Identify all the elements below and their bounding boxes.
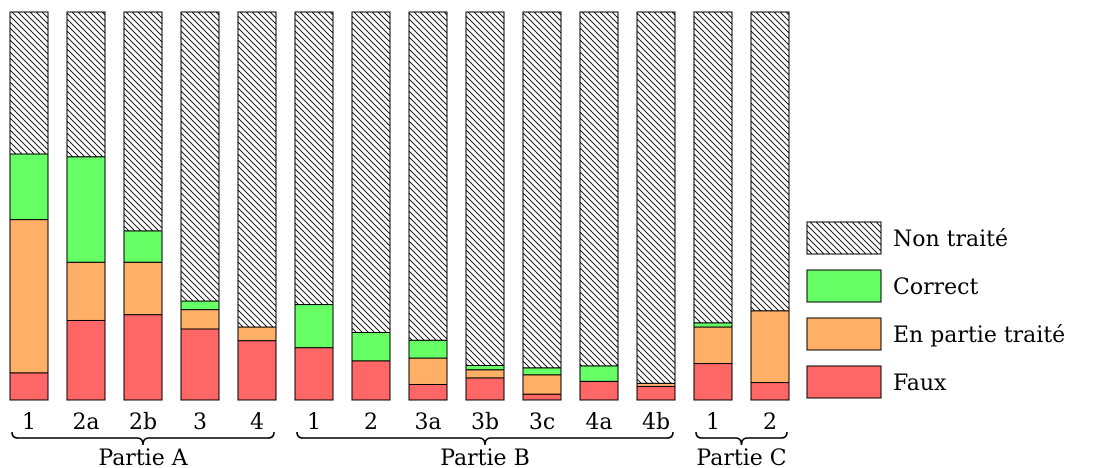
bar-segment-faux-12: [693, 363, 733, 401]
bar-segment-non-trait--2: [123, 11, 163, 232]
bar-segment-non-trait--0: [9, 11, 49, 155]
bar-segment-faux-8: [465, 377, 505, 401]
bar-segment-correct-3: [180, 300, 220, 311]
bar-segment-non-trait--10: [579, 11, 619, 367]
bar-segment-correct-5: [294, 304, 334, 349]
bar-segment-en-partie-trait--13: [750, 310, 790, 384]
legend-swatch-correct: [806, 269, 882, 303]
bar-segment-non-trait--12: [693, 11, 733, 324]
x-tick-label: 1: [706, 410, 720, 435]
bar-segment-faux-4: [237, 340, 277, 401]
bar-segment-faux-1: [66, 319, 106, 401]
group-label: Partie B: [440, 446, 530, 468]
bar-segment-faux-11: [636, 385, 676, 401]
legend-swatch-faux: [806, 365, 882, 399]
x-tick-labels: 1 2a 2b 3 4 1 2 3a 3b 3c 4a 4b 1 2: [22, 410, 777, 435]
bar-segment-faux-10: [579, 380, 619, 401]
bar-segment-en-partie-trait--1: [66, 261, 106, 321]
bar-segment-faux-7: [408, 383, 448, 401]
x-tick-label: 2b: [129, 410, 157, 435]
group-brace: [11, 431, 275, 446]
bar-segment-faux-2: [123, 314, 163, 401]
bar-segment-correct-6: [351, 331, 391, 362]
bar-segment-faux-0: [9, 372, 49, 401]
bar-segment-en-partie-trait--3: [180, 309, 220, 330]
bars-layer: [9, 11, 790, 401]
x-tick-label: 4: [250, 410, 264, 435]
bar-segment-non-trait--9: [522, 11, 562, 369]
legend-label-en-partie-trait-: En partie traité: [893, 323, 1065, 348]
group-label: Partie A: [98, 446, 188, 468]
bar-segment-non-trait--3: [180, 11, 220, 302]
bar-segment-non-trait--1: [66, 11, 106, 158]
bar-segment-non-trait--13: [750, 11, 790, 312]
legend: Non traité Correct En partie traité Faux: [806, 221, 1065, 399]
bar-segment-en-partie-trait--4: [237, 326, 277, 342]
legend-label-faux: Faux: [893, 371, 947, 396]
group-label: Partie C: [696, 446, 786, 468]
bar-segment-faux-6: [351, 360, 391, 401]
x-tick-label: 3a: [414, 410, 441, 435]
x-tick-label: 3c: [529, 410, 555, 435]
x-tick-label: 4a: [585, 410, 612, 435]
bar-segment-correct-9: [522, 367, 562, 376]
bar-segment-non-trait--8: [465, 11, 505, 366]
legend-label-non-trait-: Non traité: [893, 227, 1008, 252]
legend-swatch-non-trait-: [806, 221, 882, 255]
x-tick-label: 3: [193, 410, 207, 435]
x-tick-label: 1: [307, 410, 321, 435]
bar-segment-non-trait--6: [351, 11, 391, 333]
bar-segment-correct-8: [465, 364, 505, 371]
bar-segment-en-partie-trait--2: [123, 261, 163, 316]
bar-segment-correct-0: [9, 153, 49, 221]
bar-segment-non-trait--7: [408, 11, 448, 341]
bar-segment-correct-1: [66, 156, 106, 263]
bar-segment-faux-13: [750, 382, 790, 401]
x-tick-label: 2: [763, 410, 777, 435]
bar-segment-en-partie-trait--0: [9, 219, 49, 374]
bar-segment-en-partie-trait--8: [465, 369, 505, 379]
x-tick-label: 3b: [471, 410, 499, 435]
x-tick-label: 4b: [642, 410, 670, 435]
bar-segment-en-partie-trait--9: [522, 374, 562, 395]
bar-segment-non-trait--5: [294, 11, 334, 306]
bar-segment-correct-10: [579, 365, 619, 382]
bar-segment-correct-2: [123, 230, 163, 263]
bar-segment-non-trait--11: [636, 11, 676, 384]
group-brace: [695, 431, 788, 446]
group-braces: Partie A Partie B Partie C: [11, 431, 788, 468]
bar-segment-faux-3: [180, 328, 220, 401]
legend-swatch-en-partie-trait-: [806, 317, 882, 351]
bar-segment-non-trait--4: [237, 11, 277, 328]
bar-segment-correct-12: [693, 322, 733, 328]
bar-segment-correct-7: [408, 339, 448, 359]
bar-segment-faux-9: [522, 393, 562, 401]
x-tick-label: 2: [364, 410, 378, 435]
group-brace: [296, 431, 674, 446]
bar-segment-en-partie-trait--7: [408, 357, 448, 385]
bar-segment-en-partie-trait--12: [693, 326, 733, 365]
legend-label-correct: Correct: [893, 275, 978, 300]
bar-segment-faux-5: [294, 347, 334, 401]
x-tick-label: 1: [22, 410, 36, 435]
x-tick-label: 2a: [72, 410, 99, 435]
